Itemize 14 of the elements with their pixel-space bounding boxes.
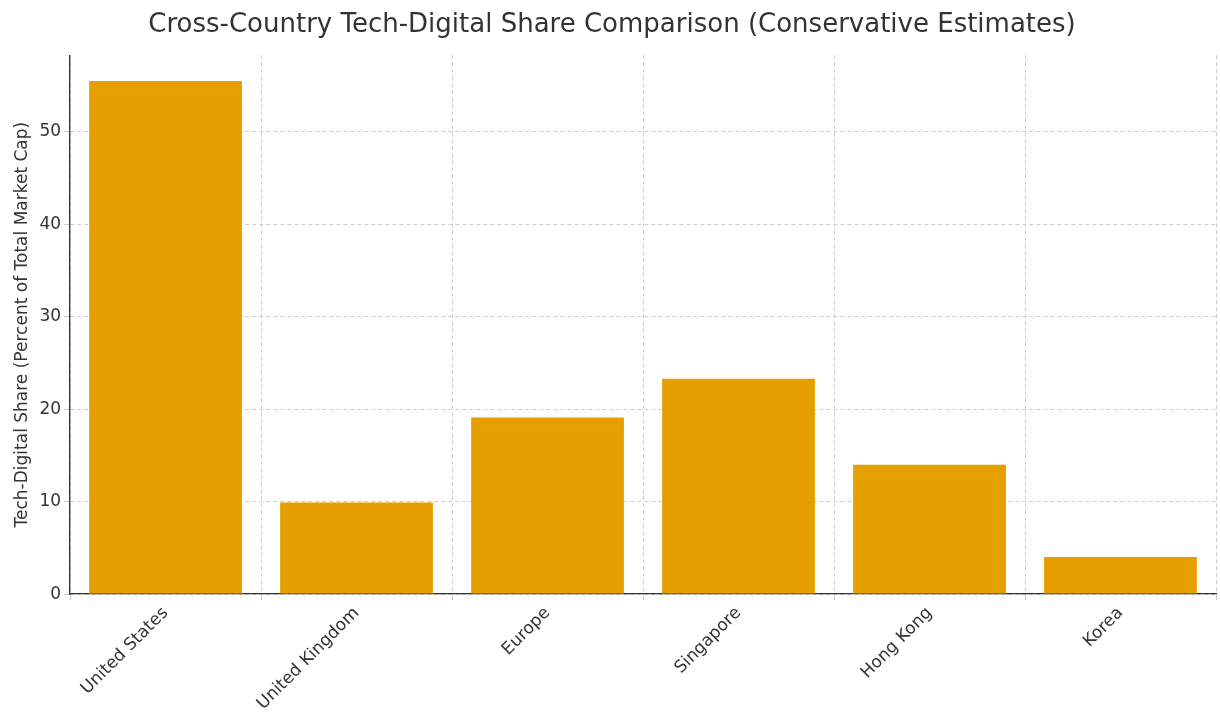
y-tick-label: 0 xyxy=(50,582,62,603)
y-tick-label: 20 xyxy=(39,397,62,418)
y-tick-label: 10 xyxy=(39,490,62,511)
y-tick-label: 40 xyxy=(39,212,62,233)
bar xyxy=(853,464,1006,594)
y-tick-label: 30 xyxy=(39,305,62,326)
bar xyxy=(662,378,815,594)
bar xyxy=(1044,557,1197,594)
bar xyxy=(471,417,624,594)
chart-title: Cross-Country Tech-Digital Share Comparison (Conservative Estimates) xyxy=(148,8,1076,39)
y-axis-title: Tech-Digital Share (Percent of Total Market Cap) xyxy=(10,121,31,529)
y-tick-label: 50 xyxy=(39,120,62,141)
bar xyxy=(280,502,433,594)
bar xyxy=(89,81,242,594)
